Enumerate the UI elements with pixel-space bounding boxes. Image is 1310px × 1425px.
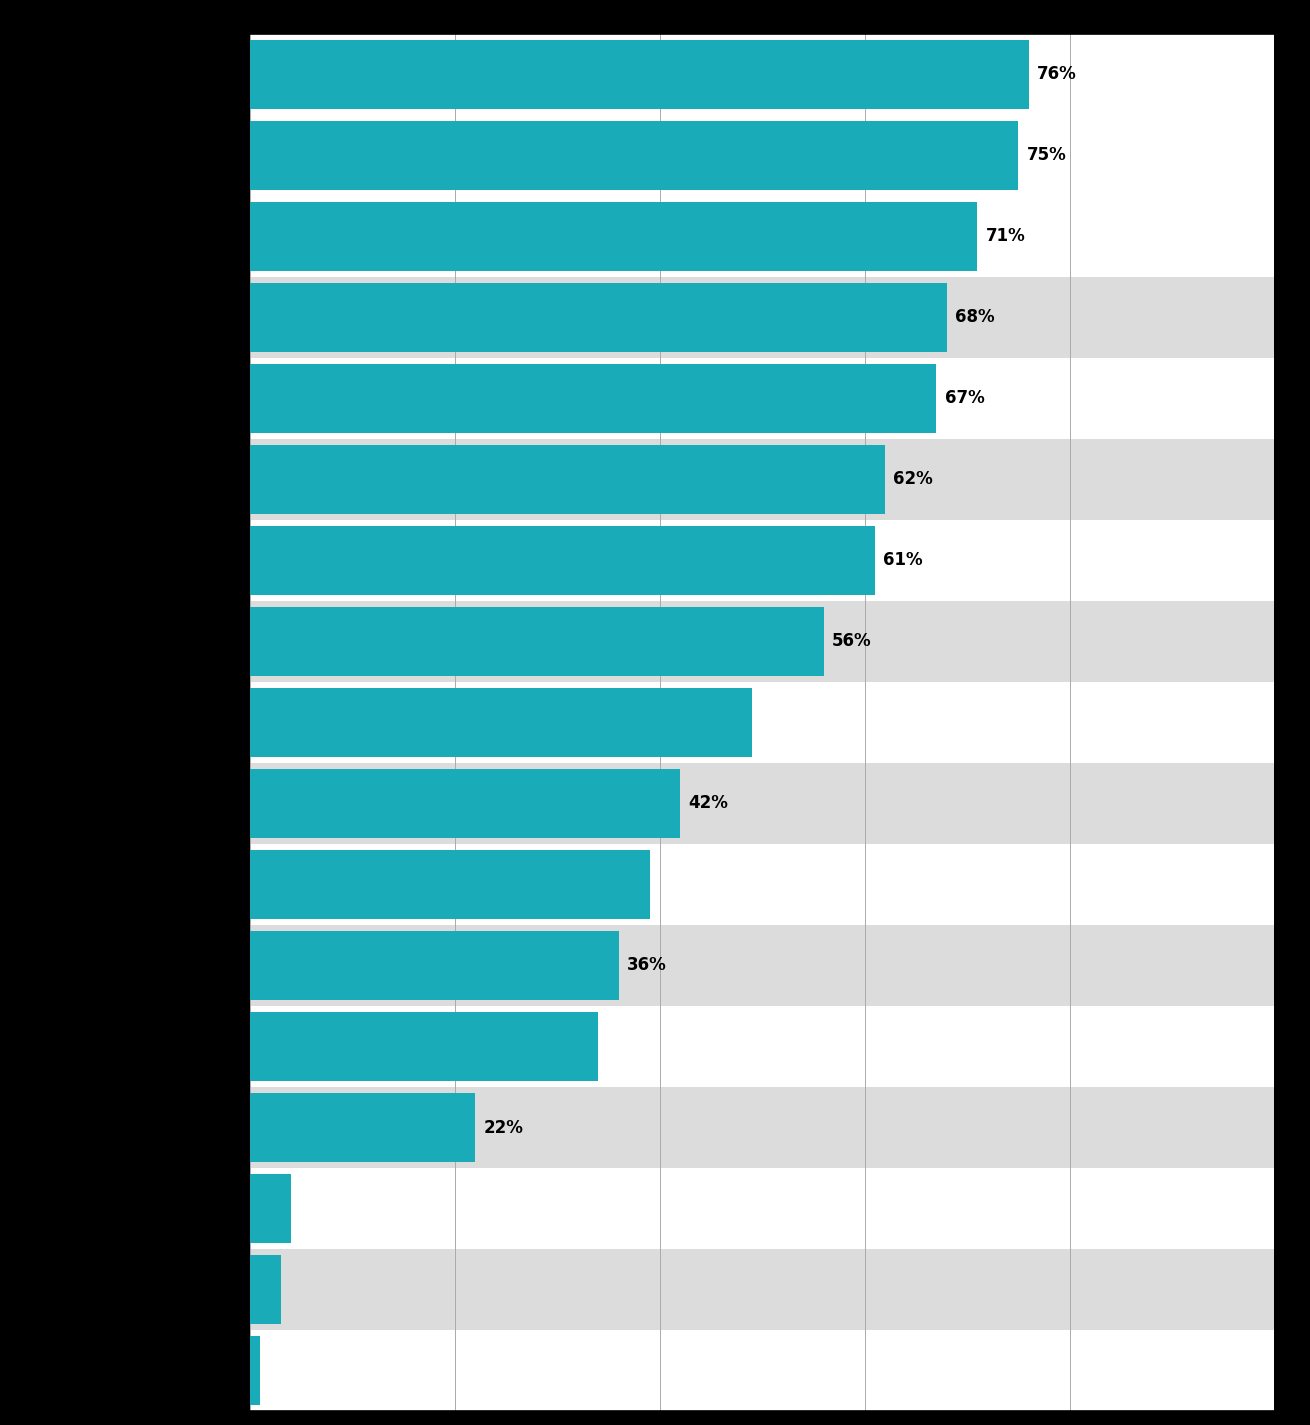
Bar — [250, 363, 937, 433]
Bar — [250, 1087, 1275, 1168]
Bar — [250, 1250, 1275, 1330]
Bar — [250, 284, 947, 352]
Text: 68%: 68% — [955, 308, 994, 326]
Bar — [250, 202, 977, 271]
Bar — [250, 931, 618, 1000]
Bar — [250, 851, 650, 919]
Bar — [250, 1174, 291, 1243]
Text: 61%: 61% — [883, 551, 922, 570]
Bar — [250, 526, 875, 594]
Text: 22%: 22% — [483, 1119, 524, 1137]
Text: 42%: 42% — [689, 795, 728, 812]
Bar — [250, 1255, 280, 1324]
Bar — [250, 439, 1275, 520]
Text: 62%: 62% — [893, 470, 933, 489]
Bar — [250, 607, 824, 675]
Bar — [250, 770, 680, 838]
Bar — [250, 1012, 599, 1082]
Bar — [250, 688, 752, 757]
Text: 71%: 71% — [985, 228, 1026, 245]
Bar — [250, 1337, 261, 1405]
Bar — [250, 601, 1275, 683]
Text: 67%: 67% — [945, 389, 984, 408]
Bar — [250, 925, 1275, 1006]
Bar — [250, 762, 1275, 844]
Text: 56%: 56% — [832, 633, 871, 650]
Text: 36%: 36% — [627, 956, 667, 975]
Bar — [250, 40, 1028, 108]
Text: 75%: 75% — [1027, 147, 1066, 164]
Bar — [250, 276, 1275, 358]
Bar — [250, 1093, 476, 1161]
Text: 76%: 76% — [1036, 66, 1077, 83]
Bar — [250, 121, 1018, 190]
Bar — [250, 445, 886, 514]
